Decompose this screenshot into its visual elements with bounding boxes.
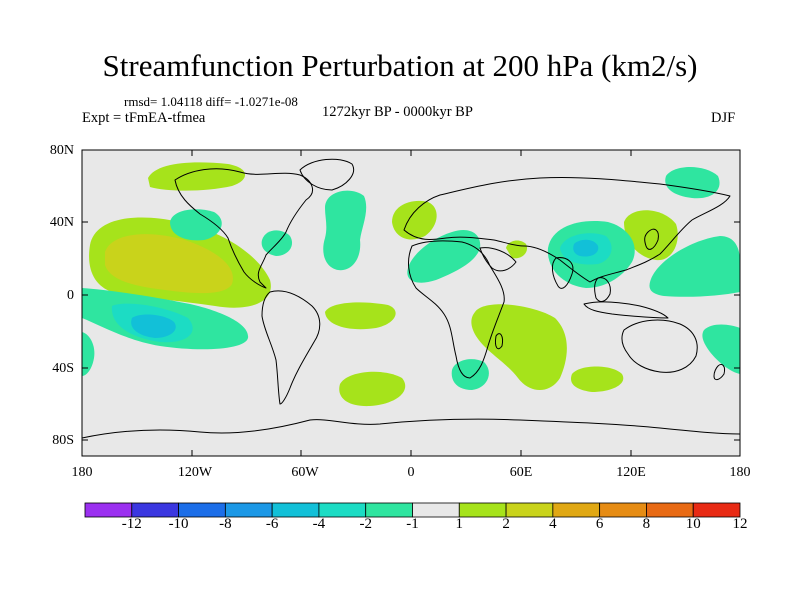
map-background bbox=[82, 150, 740, 456]
axis-ticks bbox=[81, 149, 741, 456]
colorbar-label: 10 bbox=[685, 516, 701, 532]
coast-madagascar bbox=[495, 333, 503, 350]
colorbar-swatch bbox=[84, 502, 133, 518]
colorbar bbox=[84, 502, 741, 518]
colorbar-swatch bbox=[178, 502, 226, 518]
colorbar-swatch bbox=[505, 502, 554, 518]
anomaly-tibet-negative-core bbox=[573, 239, 599, 257]
colorbar-swatch bbox=[412, 502, 460, 518]
colorbar-label: -1 bbox=[406, 516, 419, 532]
colorbar-label: -2 bbox=[359, 516, 372, 532]
anomaly-northeast-pacific-negative bbox=[170, 209, 222, 241]
coast-south-america bbox=[261, 290, 321, 405]
colorbar-label: -12 bbox=[121, 516, 142, 532]
x-tick-label: 60W bbox=[291, 465, 319, 480]
anomaly-south-africa-negative bbox=[451, 359, 489, 390]
anomaly-japan-positive bbox=[624, 210, 678, 261]
coast-indonesia bbox=[583, 301, 669, 319]
colorbar-label: -8 bbox=[219, 516, 232, 532]
x-tick-label: 120E bbox=[616, 465, 646, 480]
anomaly-north-pacific-positive bbox=[148, 162, 246, 191]
y-tick-label: 80S bbox=[52, 433, 74, 448]
colorbar-label: 4 bbox=[549, 516, 557, 532]
colorbar-label: 2 bbox=[502, 516, 510, 532]
coast-eurasia bbox=[403, 176, 731, 283]
coast-africa bbox=[408, 240, 505, 379]
anomaly-pacific-positive-core bbox=[105, 234, 233, 294]
anomaly-arabia-positive bbox=[506, 240, 528, 259]
period-label: 1272kyr BP - 0000kyr BP bbox=[322, 104, 473, 120]
anomaly-west-edge-negative bbox=[82, 332, 95, 376]
colorbar-swatch bbox=[224, 502, 273, 518]
colorbar-label: 8 bbox=[642, 516, 651, 532]
x-tick-label: 180 bbox=[729, 465, 751, 480]
colorbar-swatch bbox=[318, 502, 367, 518]
x-tick-label: 0 bbox=[407, 465, 415, 480]
colorbar-label: -10 bbox=[168, 516, 189, 532]
colorbar-swatch bbox=[552, 502, 601, 518]
y-tick-label: 40S bbox=[52, 361, 74, 376]
chart-title: Streamfunction Perturbation at 200 hPa (… bbox=[102, 48, 698, 83]
anomaly-siberia-negative bbox=[665, 167, 720, 199]
anomaly-east-atlantic-positive bbox=[325, 302, 396, 330]
colorbar-label: -6 bbox=[265, 516, 279, 532]
coast-greenland bbox=[299, 158, 354, 191]
colorbar-swatch bbox=[599, 502, 647, 518]
coast-arabia bbox=[479, 247, 517, 272]
anomaly-mid-atlantic-negative bbox=[323, 190, 367, 271]
coastlines bbox=[81, 158, 741, 439]
colorbar-swatch bbox=[692, 502, 741, 518]
x-tick-label: 60E bbox=[509, 465, 533, 480]
y-tick-label: 0 bbox=[67, 288, 74, 303]
coast-japan bbox=[644, 228, 659, 250]
coast-india bbox=[551, 257, 574, 289]
anomaly-southwest-pacific-negative bbox=[702, 324, 740, 374]
colorbar-label: 1 bbox=[455, 516, 464, 532]
coast-new-zealand bbox=[713, 363, 725, 381]
anomaly-south-atlantic-positive bbox=[339, 371, 406, 407]
y-tick-label: 40N bbox=[49, 215, 74, 230]
statistics-text: rmsd= 1.04118 diff= -1.0271e-08 bbox=[124, 94, 298, 109]
colorbar-label: -4 bbox=[312, 516, 326, 532]
experiment-label: Expt = tFmEA-tfmea bbox=[82, 110, 206, 126]
anomaly-west-pacific-negative bbox=[649, 236, 740, 297]
x-tick-label: 180 bbox=[71, 465, 93, 480]
colorbar-swatch bbox=[646, 502, 694, 518]
colorbar-swatch bbox=[365, 502, 413, 518]
coast-antarctica bbox=[81, 418, 741, 439]
coast-north-america bbox=[174, 168, 314, 289]
anomaly-north-atlantic-positive bbox=[392, 200, 437, 240]
y-tick-label: 80N bbox=[49, 143, 74, 158]
coast-australia bbox=[621, 319, 698, 373]
colorbar-label: 6 bbox=[595, 516, 604, 532]
colorbar-label: 12 bbox=[732, 516, 748, 532]
coast-southeast-asia bbox=[594, 277, 611, 302]
colorbar-swatch bbox=[458, 502, 507, 518]
anomaly-indian-ocean-positive bbox=[570, 366, 624, 392]
anomaly-south-pacific-negative-core bbox=[131, 314, 176, 338]
x-tick-label: 120W bbox=[177, 465, 213, 480]
colorbar-swatch bbox=[271, 502, 320, 518]
anomaly-mediterranean-negative bbox=[407, 229, 481, 283]
colorbar-swatch bbox=[131, 502, 179, 518]
season-label: DJF bbox=[711, 110, 736, 126]
